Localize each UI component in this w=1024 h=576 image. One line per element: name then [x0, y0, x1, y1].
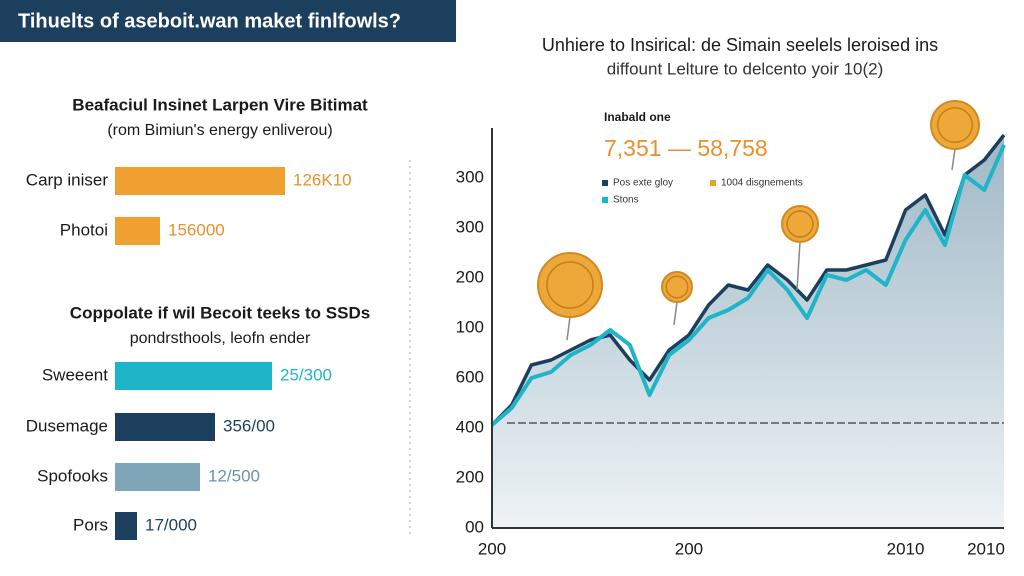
bar — [115, 217, 160, 245]
bar-label: Pors — [73, 515, 108, 534]
value-label: 17/000 — [145, 515, 197, 534]
coin-inner — [546, 261, 594, 309]
bar-label: Spofooks — [37, 466, 108, 485]
value-label: 12/500 — [208, 466, 260, 485]
bar — [115, 463, 200, 491]
legend-swatch — [710, 180, 716, 186]
chart-subtitle: diffount Lelture to delcento yoir 10(2) — [607, 59, 884, 78]
coin-stem — [673, 301, 678, 326]
y-tick-label: 400 — [456, 417, 484, 436]
y-tick-label: 200 — [456, 267, 484, 286]
coin-inner — [665, 275, 689, 299]
area — [492, 135, 1004, 528]
x-tick-label: 2010 — [887, 539, 925, 558]
series-line — [490, 133, 1006, 427]
banner-title: Tihuelts of aseboit.wan maket finlfowls? — [18, 10, 401, 32]
legend-label: Stons — [613, 195, 639, 206]
section-subtitle: pondrsthools, leofn ender — [130, 330, 311, 347]
legend-swatch — [602, 180, 608, 186]
y-tick-label: 300 — [456, 217, 484, 236]
bar-label: Dusemage — [26, 416, 108, 435]
section-subtitle: (rom Bimiun's energy enliverou) — [107, 122, 332, 139]
y-tick-label: 300 — [456, 167, 484, 186]
x-tick-label: 200 — [675, 539, 703, 558]
y-tick-label: 100 — [456, 317, 484, 336]
annotation-range: 7,351 — 58,758 — [604, 135, 768, 161]
bar — [115, 413, 215, 441]
x-tick-label: 200 — [478, 539, 506, 558]
coin-inner — [786, 210, 814, 238]
y-tick-label: 600 — [456, 367, 484, 386]
value-label: 156000 — [168, 220, 225, 239]
legend-label: Pos exte gloy — [613, 178, 673, 189]
annotation-title: Inabald one — [604, 110, 671, 124]
bar — [115, 512, 137, 540]
value-label: 25/300 — [280, 365, 332, 384]
coin-stem — [566, 316, 571, 341]
section-title: Beafaciul Insinet Larpen Vire Bitimat — [72, 95, 368, 114]
bar-label: Carp iniser — [26, 170, 109, 189]
bar-label: Photoi — [60, 220, 108, 239]
bar — [115, 167, 285, 195]
coin-stem — [796, 241, 801, 291]
y-tick-label: 00 — [465, 517, 484, 536]
series-line — [490, 144, 1006, 427]
coin-inner — [936, 106, 974, 144]
legend-label: 1004 disgnements — [721, 178, 803, 189]
banner — [0, 0, 456, 42]
value-label: 126K10 — [293, 170, 352, 189]
x-tick-label: 2010 — [967, 539, 1005, 558]
bar-label: Sweeent — [42, 365, 108, 384]
coin-stem — [951, 148, 956, 171]
section-title: Coppolate if wil Becoit teeks to SSDs — [70, 303, 370, 322]
legend-swatch — [602, 197, 608, 203]
chart-title: Unhiere to Insirical: de Simain seelels … — [542, 35, 938, 55]
bar — [115, 362, 272, 390]
y-tick-label: 200 — [456, 467, 484, 486]
value-label: 356/00 — [223, 416, 275, 435]
